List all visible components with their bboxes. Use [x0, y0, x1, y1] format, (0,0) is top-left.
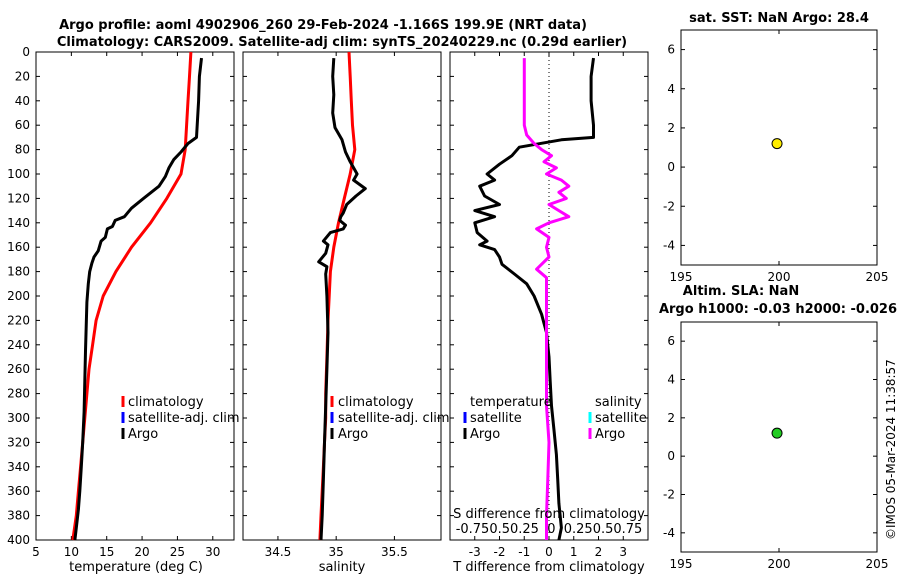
legend-label-s-argo: Argo — [595, 427, 625, 442]
x-tick-label: 20 — [134, 545, 149, 559]
y-tick-label: 160 — [7, 240, 30, 254]
y-tick-label: -2 — [663, 199, 675, 213]
x-tick-label: -3 — [469, 545, 481, 559]
legend-label-t-satellite: satellite — [470, 411, 522, 426]
salinity-panel: 34.5 35 35.5 — [242, 51, 442, 559]
series-argo — [73, 57, 203, 541]
x-tick-label: 3 — [619, 545, 627, 559]
y-tick-label: 400 — [7, 533, 30, 547]
legend-label-argo: Argo — [338, 427, 368, 442]
x-tick-label: -2 — [494, 545, 506, 559]
x-tick-label: -1 — [518, 545, 530, 559]
sla-panel-title-line1: Altim. SLA: NaN — [683, 284, 799, 299]
x-tick-label: 15 — [99, 545, 114, 559]
y-tick-label: 260 — [7, 362, 30, 376]
figure-title-line2: Climatology: CARS2009. Satellite-adj cli… — [57, 35, 627, 50]
sla-panel: 195 200 205 -4 -2 0 2 4 6 — [663, 321, 889, 571]
x-tick-label: 10 — [64, 545, 79, 559]
x-tick-label: 5 — [32, 545, 40, 559]
salinity-xlabel: salinity — [319, 560, 366, 575]
y-tick-label: 100 — [7, 167, 30, 181]
y-tick-label: 320 — [7, 435, 30, 449]
y-tick-label: 360 — [7, 484, 30, 498]
x-tick-label: 205 — [866, 557, 889, 571]
y-tick-label: 40 — [15, 94, 30, 108]
series-climatology — [71, 51, 193, 541]
salinity-legend: climatology satellite-adj. clim Argo — [330, 395, 450, 442]
y-tick-label: 280 — [7, 387, 30, 401]
y-tick-label: 80 — [15, 143, 30, 157]
y-tick-label: 200 — [7, 289, 30, 303]
y-tick-label: 300 — [7, 411, 30, 425]
salinity-axes-box — [242, 51, 442, 541]
temperature-legend: climatology satellite-adj. clim Argo — [121, 395, 240, 442]
y-tick-label: -2 — [663, 488, 675, 502]
series-s-argo — [522, 58, 571, 540]
y-tick-label: 120 — [7, 191, 30, 205]
y-tick-label: 60 — [15, 118, 30, 132]
x-tick-label: 30 — [205, 545, 220, 559]
data-point — [771, 138, 783, 150]
y-tick-label: 340 — [7, 460, 30, 474]
x-tick-label: 25 — [170, 545, 185, 559]
sst-panel-title: sat. SST: NaN Argo: 28.4 — [689, 11, 869, 26]
legend-title-salinity: salinity — [595, 395, 642, 410]
x-tick-label: 205 — [866, 270, 889, 284]
y-tick-label: 6 — [667, 334, 675, 348]
legend-label-satellite-adj: satellite-adj. clim — [128, 411, 240, 426]
x-tick-label: 200 — [768, 270, 791, 284]
y-tick-label: 4 — [667, 373, 675, 387]
y-tick-label: 220 — [7, 313, 30, 327]
x-tick-label: 34.5 — [265, 545, 292, 559]
figure-title-line1: Argo profile: aoml 4902906_260 29-Feb-20… — [59, 18, 587, 33]
y-tick-label: -4 — [663, 526, 675, 540]
y-tick-label: 380 — [7, 509, 30, 523]
temperature-axes-box — [35, 51, 235, 541]
difference-legend: temperature satellite Argo salinity sate… — [463, 395, 647, 442]
temperature-xlabel: temperature (deg C) — [69, 560, 203, 575]
y-tick-label: 6 — [667, 43, 675, 57]
difference-top-ticks: -0.750.50.25 0 0.250.50.75 — [456, 522, 643, 537]
legend-label-satellite-adj: satellite-adj. clim — [338, 411, 450, 426]
sla-panel-title-line2: Argo h1000: -0.03 h2000: -0.026 — [659, 302, 897, 317]
y-tick-label: 140 — [7, 216, 30, 230]
sst-panel: 195 200 205 -4 -2 0 2 4 6 — [663, 29, 889, 284]
y-tick-label: -4 — [663, 238, 675, 252]
x-tick-label: 1 — [570, 545, 578, 559]
y-tick-label: 240 — [7, 338, 30, 352]
x-tick-label: 35 — [329, 545, 344, 559]
legend-title-temperature: temperature — [470, 395, 552, 410]
difference-xlabel: T difference from climatology — [452, 560, 645, 575]
legend-label-climatology: climatology — [338, 395, 414, 410]
x-tick-label: 195 — [670, 557, 693, 571]
difference-panel: -3 -2 -1 0 1 2 3 — [449, 51, 649, 559]
imos-timestamp: ©IMOS 05-Mar-2024 11:38:57 — [884, 359, 898, 540]
legend-label-s-satellite: satellite — [595, 411, 647, 426]
legend-label-t-argo: Argo — [470, 427, 500, 442]
x-tick-label: 35.5 — [381, 545, 408, 559]
legend-label-argo: Argo — [128, 427, 158, 442]
x-tick-label: 2 — [595, 545, 603, 559]
y-tick-label: 2 — [667, 411, 675, 425]
y-tick-label: 4 — [667, 82, 675, 96]
y-tick-label: 0 — [667, 449, 675, 463]
temperature-panel: 5 10 15 20 25 3002040608010012014016018020022… — [7, 45, 235, 559]
series-argo — [317, 58, 367, 541]
x-tick-label: 0 — [545, 545, 553, 559]
data-point — [771, 427, 783, 439]
y-tick-label: 2 — [667, 121, 675, 135]
y-tick-label: 0 — [667, 160, 675, 174]
x-tick-label: 200 — [768, 557, 791, 571]
y-tick-label: 180 — [7, 265, 30, 279]
difference-top-xlabel: S difference from climatology — [453, 507, 645, 522]
legend-label-climatology: climatology — [128, 395, 204, 410]
y-tick-label: 0 — [22, 45, 30, 59]
x-tick-label: 195 — [670, 270, 693, 284]
y-tick-label: 20 — [15, 69, 30, 83]
series-t-argo — [473, 57, 595, 541]
